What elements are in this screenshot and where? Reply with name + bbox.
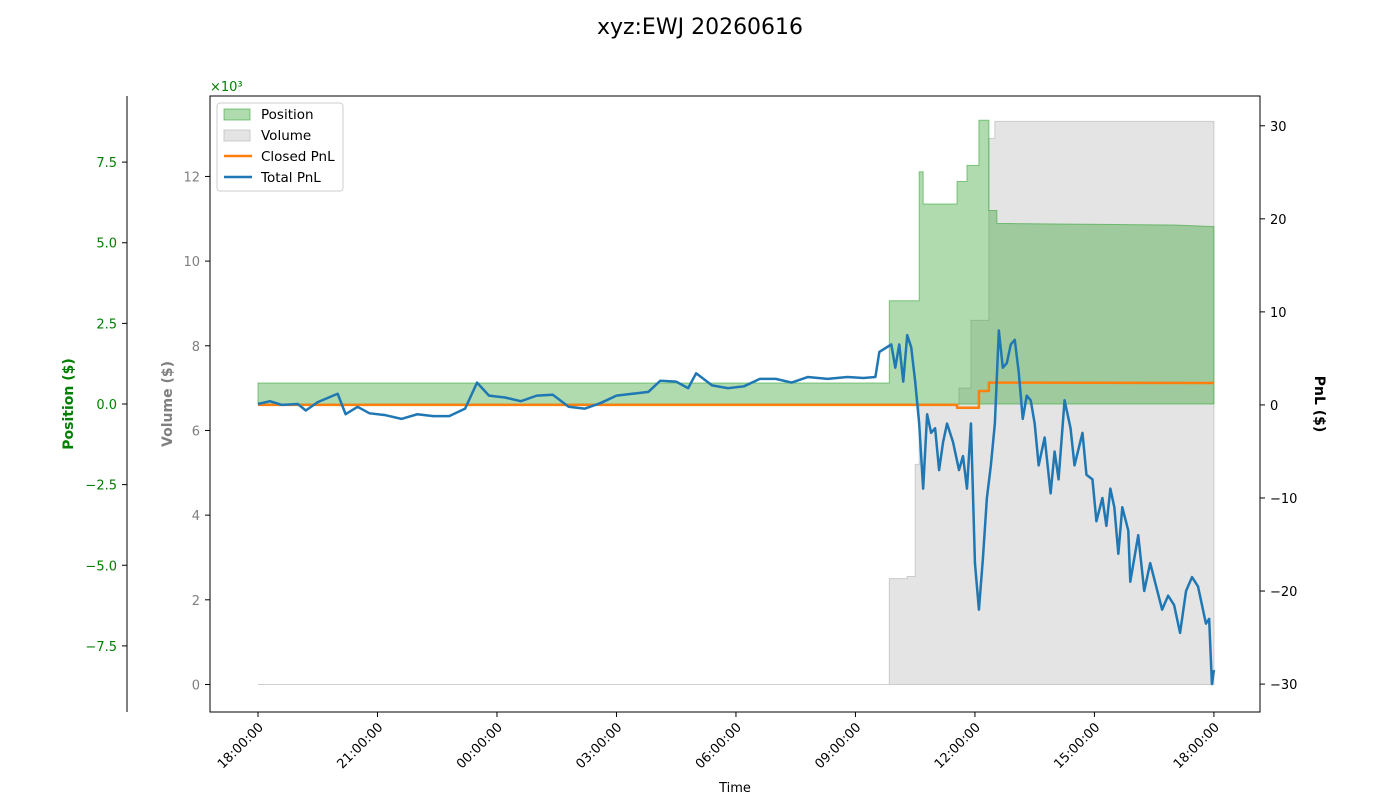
chart-title: xyz:EWJ 20260616 [597,15,803,40]
legend-box [216,102,344,192]
legend-position-label: Position [261,107,314,123]
total-pnl-line-group [257,329,1216,686]
position-multiplier-label: ×10³ [210,80,243,95]
legend-closed-pnl-label: Closed PnL [261,149,335,165]
position-axis-title: Position ($) [61,358,77,450]
x-tick-label: 18:00:00 [1171,720,1223,772]
total-pnl-line [257,329,1216,686]
volume-axis-title: Volume ($) [160,361,176,447]
position-tick-label: 2.5 [96,317,117,332]
position-tick-label: −7.5 [85,640,117,655]
position-area-group [257,119,1215,405]
x-tick-label: 09:00:00 [812,720,864,772]
x-axis-title: Time [718,781,751,796]
volume-tick-label: 4 [192,509,200,524]
legend-position-swatch [223,108,251,121]
position-tick-label: 5.0 [96,237,117,252]
volume-tick-label: 12 [183,170,200,185]
x-tick-label: 00:00:00 [454,720,506,772]
pnl-tick-label: 10 [1270,306,1287,321]
volume-tick-label: 0 [192,678,200,693]
pnl-tick-label: 30 [1270,120,1287,135]
x-tick-label: 15:00:00 [1051,720,1103,772]
volume-tick-label: 8 [192,340,200,355]
x-tick-label: 18:00:00 [215,720,267,772]
plot-frame [209,95,1261,713]
legend-volume-label: Volume [261,128,311,144]
legend-volume-swatch [223,129,251,142]
pnl-axis-title: PnL ($) [1311,376,1327,433]
pnl-tick-label: 20 [1270,213,1287,228]
pnl-tick-label: −10 [1270,492,1297,507]
x-tick-label: 12:00:00 [932,720,984,772]
x-tick-label: 03:00:00 [573,720,625,772]
volume-tick-label: 6 [192,424,200,439]
position-tick-label: 0.0 [96,398,117,413]
position-area [257,119,1215,405]
position-tick-label: 7.5 [96,156,117,171]
position-tick-label: −2.5 [85,479,117,494]
pnl-tick-label: 0 [1270,399,1278,414]
legend: Position Volume Closed PnL Total PnL [216,102,344,192]
x-tick-label: 06:00:00 [693,720,745,772]
pnl-tick-label: −20 [1270,585,1297,600]
x-tick-label: 21:00:00 [334,720,386,772]
legend-total-pnl-label: Total PnL [260,170,321,186]
position-tick-label: −5.0 [85,559,117,574]
volume-tick-label: 2 [192,594,200,609]
pnl-tick-label: −30 [1270,678,1297,693]
volume-tick-label: 10 [183,255,200,270]
